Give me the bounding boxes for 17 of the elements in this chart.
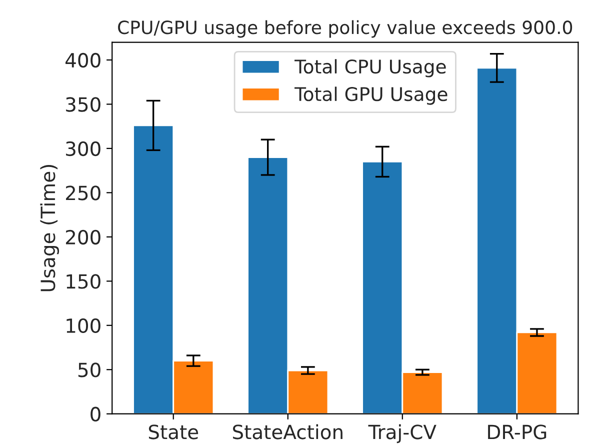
legend-label: Total CPU Usage: [294, 59, 446, 78]
legend-label: Total GPU Usage: [294, 86, 448, 105]
y-tick-label: 350: [66, 97, 100, 112]
y-tick-label: 100: [66, 318, 100, 334]
y-tick-label: 150: [66, 274, 100, 289]
x-tick-label: Traj-CV: [368, 424, 436, 444]
y-tick-label: 50: [78, 362, 100, 378]
x-tick-label: StateAction: [232, 424, 342, 440]
x-tick-label: State: [148, 424, 198, 440]
y-tick-label: 400: [66, 52, 100, 68]
x-tick-label: DR-PG: [488, 424, 546, 440]
y-tick-label: 0: [90, 406, 100, 422]
chart-title: CPU/GPU usage before policy value exceeds 900.0: [118, 20, 572, 38]
y-tick-label: 250: [66, 186, 100, 200]
y-tick-label: 200: [66, 230, 100, 245]
y-axis-title: Usage (Time): [40, 164, 60, 292]
y-tick-label: 300: [66, 141, 100, 156]
